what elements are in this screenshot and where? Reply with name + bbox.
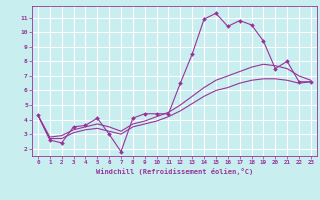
X-axis label: Windchill (Refroidissement éolien,°C): Windchill (Refroidissement éolien,°C): [96, 168, 253, 175]
